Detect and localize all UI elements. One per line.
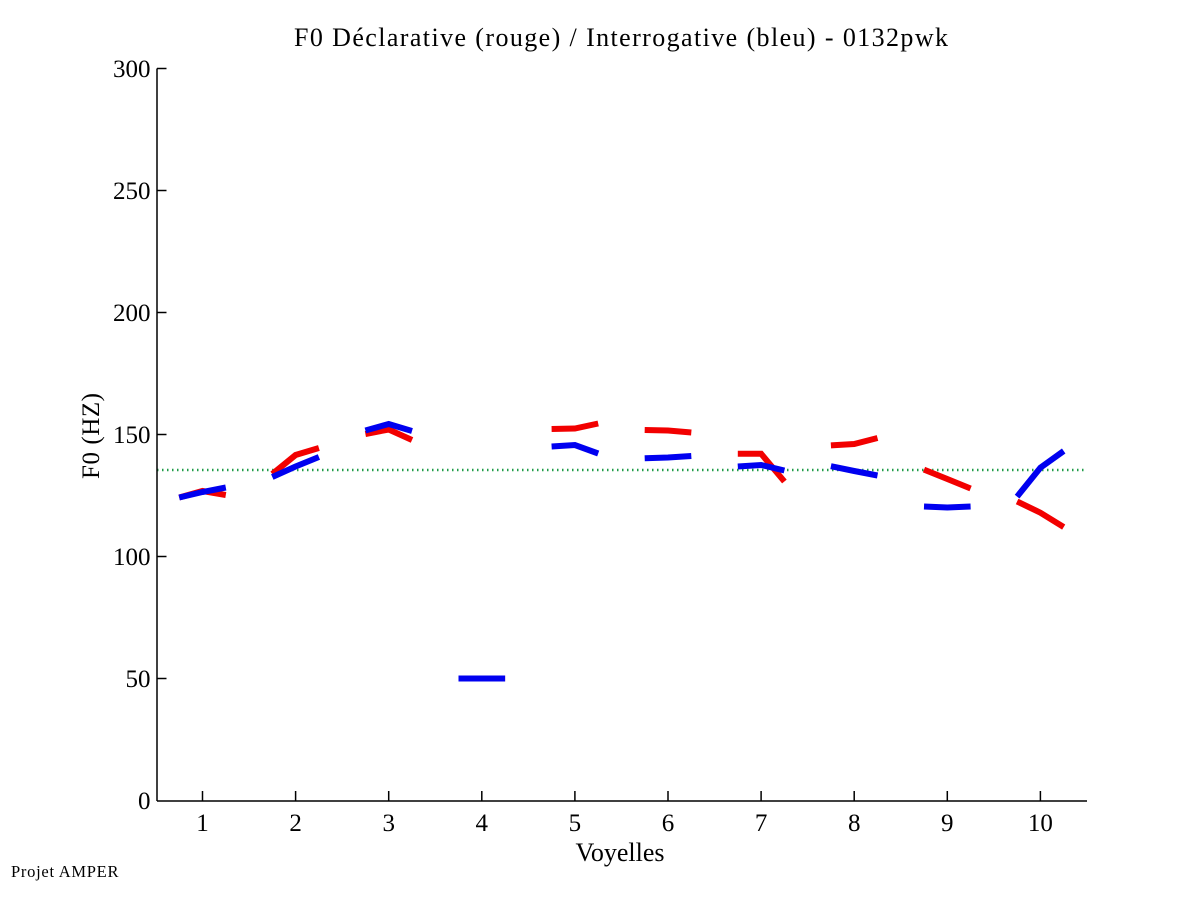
svg-text:F0 Déclarative (rouge) / Inter: F0 Déclarative (rouge) / Interrogative (… [294,23,948,52]
svg-text:F0 (HZ): F0 (HZ) [78,393,105,479]
svg-text:50: 50 [126,666,151,693]
svg-text:250: 250 [113,178,151,205]
svg-text:300: 300 [113,56,151,83]
svg-text:9: 9 [941,810,954,837]
svg-text:7: 7 [755,810,768,837]
svg-text:150: 150 [113,422,151,449]
svg-text:Projet AMPER: Projet AMPER [11,862,119,881]
svg-text:5: 5 [569,810,582,837]
svg-text:8: 8 [848,810,861,837]
svg-text:4: 4 [476,810,489,837]
svg-text:10: 10 [1028,810,1053,837]
svg-text:1: 1 [196,810,209,837]
svg-text:2: 2 [289,810,302,837]
svg-text:200: 200 [113,300,151,327]
svg-text:Voyelles: Voyelles [576,838,665,867]
svg-text:3: 3 [382,810,395,837]
svg-text:0: 0 [138,788,151,815]
svg-text:100: 100 [113,544,151,571]
svg-text:6: 6 [662,810,675,837]
